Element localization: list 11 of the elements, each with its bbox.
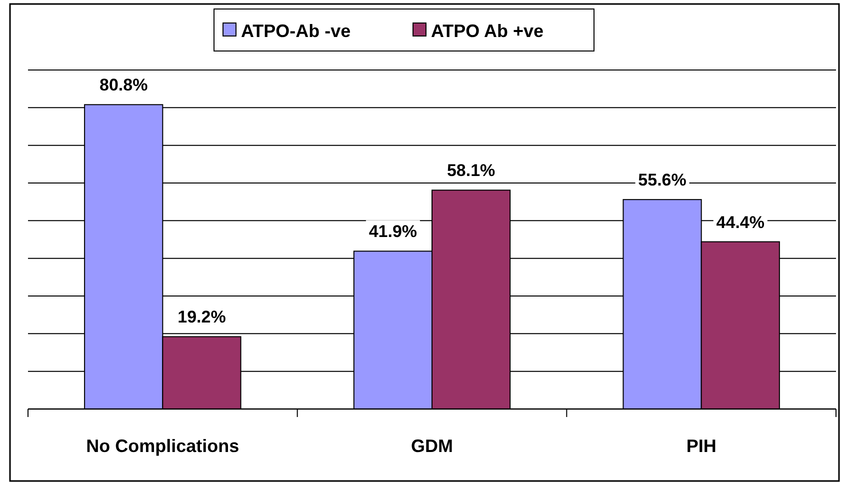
x-tick-label: No Complications (86, 436, 240, 456)
data-label: 55.6% (638, 170, 686, 190)
legend-label: ATPO-Ab -ve (241, 21, 351, 41)
data-label: 44.4% (716, 212, 764, 232)
data-label: 19.2% (178, 308, 226, 327)
x-tick-label: GDM (411, 436, 453, 456)
data-label: 41.9% (368, 222, 418, 242)
x-tick-label: PIH (686, 436, 716, 456)
data-label: 80.8% (100, 76, 148, 95)
legend-label: ATPO Ab +ve (431, 21, 544, 41)
data-label: 58.1% (446, 161, 496, 180)
